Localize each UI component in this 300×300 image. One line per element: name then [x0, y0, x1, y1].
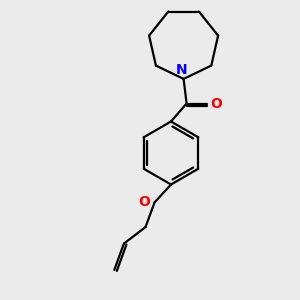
Text: N: N [176, 62, 187, 76]
Text: O: O [138, 196, 150, 209]
Text: O: O [211, 97, 223, 110]
